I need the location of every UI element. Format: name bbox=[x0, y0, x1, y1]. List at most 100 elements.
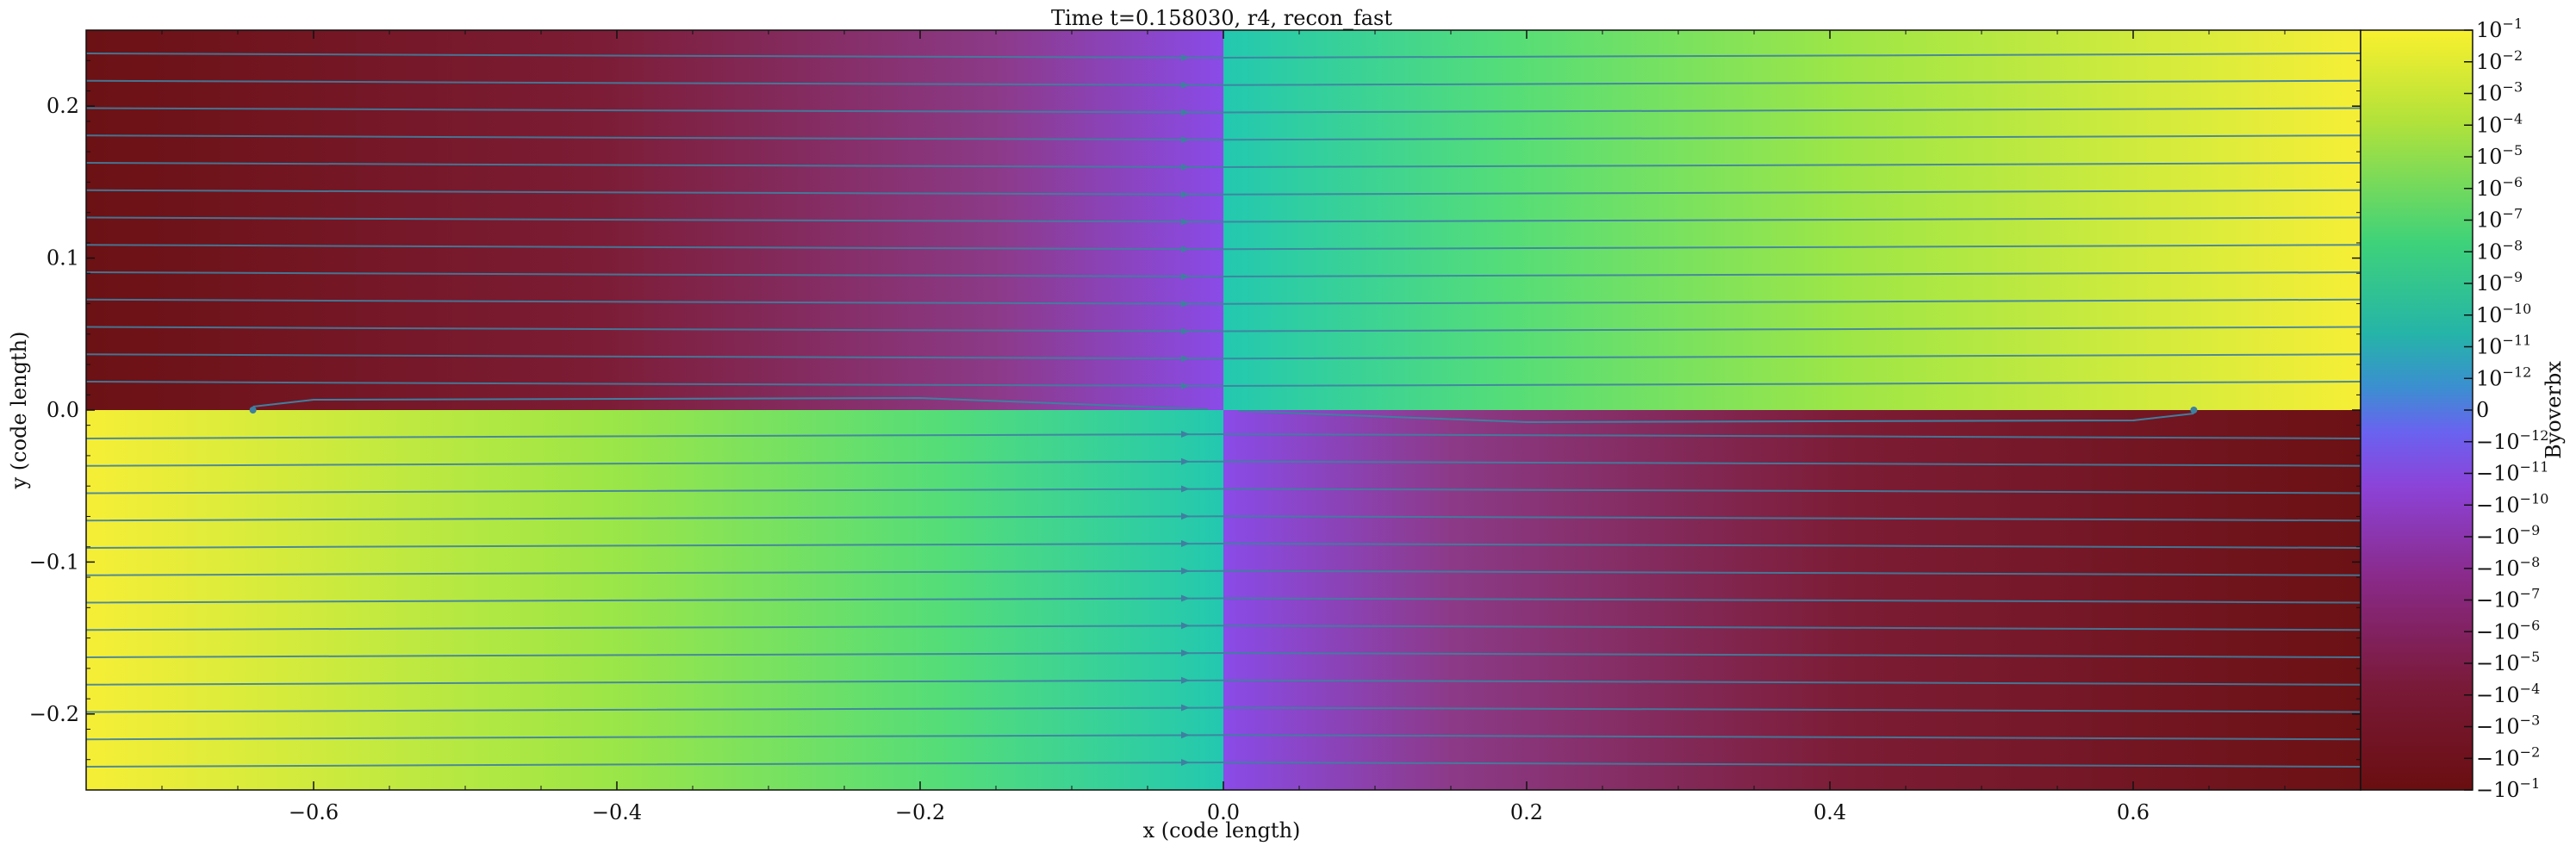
colorbar-tick-label: −10−3 bbox=[2476, 712, 2540, 739]
streamline bbox=[85, 679, 2361, 686]
streamline-arrow bbox=[1181, 539, 1190, 547]
colorbar-label: Byoverbx bbox=[2542, 361, 2566, 459]
y-tick-label: −0.1 bbox=[29, 550, 79, 574]
colorbar-ticks: 10−1 10−2 10−3 10−4 10−5 10−6 10−7 10−8 10−9 10−1… bbox=[2464, 16, 2548, 802]
y-axis-ticks: 0.2 0.1 0.0 −0.1 −0.2 bbox=[29, 29, 2361, 791]
streamline bbox=[85, 515, 2361, 522]
streamline-arrow bbox=[1181, 567, 1190, 575]
x-tick-label: 0.0 bbox=[1207, 800, 1240, 824]
streamline bbox=[85, 298, 2361, 305]
stagnation-point bbox=[2190, 407, 2198, 414]
streamline-arrow bbox=[1181, 704, 1190, 712]
streamline-arrow bbox=[1181, 218, 1190, 226]
colorbar-tick-label: 10−11 bbox=[2476, 333, 2531, 359]
colorbar-tick-label: 10−2 bbox=[2476, 47, 2523, 74]
y-tick-label: 0.1 bbox=[47, 246, 79, 271]
stagnation-point bbox=[249, 407, 257, 414]
colorbar-tick-label: −10−12 bbox=[2476, 427, 2548, 454]
x-tick-label: −0.6 bbox=[289, 800, 339, 824]
streamline-arrow bbox=[1181, 382, 1190, 390]
chart-title: Time t=0.158030, r4, recon_fast bbox=[1051, 6, 1392, 30]
streamline-arrow bbox=[1181, 622, 1190, 630]
colorbar-tick-label: 10−7 bbox=[2476, 206, 2523, 233]
colorbar-tick-label: −10−5 bbox=[2476, 649, 2540, 675]
colorbar-tick-label: −10−2 bbox=[2476, 743, 2540, 770]
streamline-arrow bbox=[1181, 759, 1190, 767]
streamline bbox=[85, 734, 2361, 741]
streamline-arrow bbox=[1181, 594, 1190, 602]
colorbar-tick-label: 10−4 bbox=[2476, 110, 2523, 137]
streamlines bbox=[85, 52, 2361, 768]
colorbar-tick-label: 10−1 bbox=[2476, 16, 2523, 42]
streamline bbox=[85, 762, 2361, 768]
colorbar-tick-label: 0 bbox=[2476, 398, 2489, 422]
streamline-arrow bbox=[1181, 136, 1190, 144]
streamline-arrow bbox=[1181, 327, 1190, 335]
x-tick-label: 0.4 bbox=[1814, 800, 1846, 824]
colorbar-tick-label: 10−8 bbox=[2476, 237, 2523, 264]
streamline bbox=[85, 569, 2361, 576]
x-tick-label: 0.2 bbox=[1510, 800, 1543, 824]
colorbar-tick-label: −10−10 bbox=[2476, 490, 2548, 517]
colorbar-tick-label: −10−8 bbox=[2476, 554, 2540, 581]
streamline bbox=[85, 460, 2361, 467]
x-tick-label: 0.6 bbox=[2117, 800, 2150, 824]
streamline-arrow bbox=[1181, 355, 1190, 363]
streamline bbox=[85, 353, 2361, 360]
streamline bbox=[85, 488, 2361, 494]
streamline-arrow bbox=[1181, 300, 1190, 308]
colorbar-tick-label: 10−5 bbox=[2476, 142, 2523, 169]
streamline-arrow bbox=[1181, 457, 1190, 465]
streamline-arrow bbox=[1181, 485, 1190, 493]
x-tick-label: −0.2 bbox=[895, 800, 945, 824]
streamline-arrow bbox=[1181, 650, 1190, 657]
streamline-arrow bbox=[1181, 53, 1190, 61]
streamline-arrow bbox=[1181, 190, 1190, 198]
streamline bbox=[85, 706, 2361, 713]
colorbar-tick-label: −10−4 bbox=[2476, 681, 2540, 707]
streamline-arrow bbox=[1181, 163, 1190, 171]
colorbar-tick-label: 10−9 bbox=[2476, 269, 2523, 295]
streamline-arrow bbox=[1181, 731, 1190, 739]
separatrix-streamline bbox=[1238, 410, 2194, 424]
streamline-arrow bbox=[1181, 430, 1190, 438]
streamline-arrow bbox=[1181, 246, 1190, 253]
y-tick-label: 0.2 bbox=[47, 94, 79, 118]
colorbar-tick-label: −10−7 bbox=[2476, 586, 2540, 613]
colorbar-gradient bbox=[2360, 29, 2473, 791]
streamline bbox=[85, 79, 2361, 86]
streamline bbox=[85, 134, 2361, 141]
y-tick-label: −0.2 bbox=[29, 702, 79, 726]
streamline bbox=[85, 244, 2361, 251]
y-tick-label: 0.0 bbox=[47, 398, 79, 422]
streamline-arrow bbox=[1181, 81, 1190, 89]
streamline bbox=[85, 107, 2361, 114]
streamline-arrow bbox=[1181, 513, 1190, 520]
colorbar-tick-label: 10−10 bbox=[2476, 301, 2531, 327]
streamline bbox=[85, 652, 2361, 659]
streamline bbox=[85, 216, 2361, 223]
streamline bbox=[85, 189, 2361, 196]
colorbar-tick-label: 10−3 bbox=[2476, 79, 2523, 106]
streamline-arrow bbox=[1181, 273, 1190, 281]
streamline bbox=[85, 161, 2361, 168]
colorbar-tick-label: 10−12 bbox=[2476, 364, 2531, 390]
streamline-arrow bbox=[1181, 676, 1190, 684]
streamline bbox=[85, 542, 2361, 549]
colorbar-tick-label: −10−11 bbox=[2476, 459, 2548, 486]
streamline-arrow bbox=[1181, 109, 1190, 116]
colorbar: 10−1 10−2 10−3 10−4 10−5 10−6 10−7 10−8 10−9 10−1… bbox=[2360, 16, 2566, 802]
streamline bbox=[85, 625, 2361, 631]
streamline bbox=[85, 52, 2361, 59]
colorbar-tick-label: −10−6 bbox=[2476, 617, 2540, 644]
x-axis-ticks: −0.6 −0.4 −0.2 0.0 0.2 0.4 0.6 bbox=[85, 30, 2361, 824]
x-tick-label: −0.4 bbox=[592, 800, 642, 824]
streamline bbox=[85, 432, 2361, 439]
heatmap-field bbox=[86, 30, 2361, 790]
y-axis-label: y (code length) bbox=[7, 332, 31, 490]
x-axis-label: x (code length) bbox=[1143, 818, 1301, 843]
streamline bbox=[85, 271, 2361, 278]
colorbar-tick-label: 10−6 bbox=[2476, 174, 2523, 201]
separatrix-streamline bbox=[252, 396, 1209, 410]
